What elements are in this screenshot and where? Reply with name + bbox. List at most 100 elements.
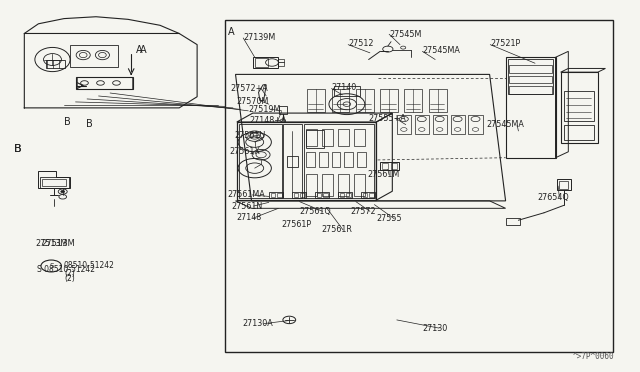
Bar	[468, 115, 483, 134]
Bar	[306, 130, 324, 148]
Bar	[382, 163, 388, 169]
Text: 27148: 27148	[237, 214, 262, 222]
Bar	[323, 193, 328, 197]
Text: 27521P: 27521P	[490, 39, 520, 48]
Text: 27561R: 27561R	[321, 225, 352, 234]
Bar	[344, 152, 353, 167]
Text: B: B	[14, 144, 22, 154]
Text: 08510-51242: 08510-51242	[64, 262, 115, 270]
Bar	[277, 193, 282, 197]
Bar	[292, 192, 306, 198]
Text: B: B	[64, 117, 71, 127]
Bar	[429, 89, 447, 112]
Text: 27513M: 27513M	[41, 239, 75, 248]
Bar	[70, 45, 118, 67]
Text: 27570M: 27570M	[237, 97, 269, 106]
Text: 27561MA: 27561MA	[228, 190, 266, 199]
Bar	[315, 192, 329, 198]
Bar	[361, 192, 375, 198]
Text: B: B	[14, 144, 22, 154]
Bar	[397, 115, 411, 134]
Bar	[239, 124, 282, 198]
Bar	[40, 177, 69, 188]
Bar	[334, 86, 360, 96]
Text: 27512: 27512	[348, 39, 374, 48]
Text: 27561X: 27561X	[229, 147, 260, 155]
Bar	[557, 179, 571, 190]
Bar	[332, 152, 340, 167]
Bar	[332, 89, 349, 112]
Bar	[338, 192, 352, 198]
Bar	[283, 124, 302, 198]
Bar	[279, 106, 287, 114]
Text: 27148+A: 27148+A	[250, 116, 287, 125]
Bar	[278, 59, 284, 66]
Bar	[76, 77, 133, 89]
Text: 27572: 27572	[351, 207, 376, 216]
Bar	[287, 156, 298, 167]
Bar	[380, 89, 398, 112]
Bar	[356, 89, 374, 112]
Bar	[363, 193, 367, 197]
Text: 27545MA: 27545MA	[486, 121, 524, 129]
Bar	[415, 115, 429, 134]
Bar	[451, 115, 465, 134]
Text: (2): (2)	[64, 269, 75, 278]
Bar	[346, 193, 351, 197]
Circle shape	[61, 190, 65, 193]
Bar	[509, 65, 552, 73]
Text: 27130: 27130	[422, 324, 447, 333]
Bar	[306, 129, 317, 146]
Text: S 08510-51242: S 08510-51242	[37, 265, 95, 274]
Text: 27654Q: 27654Q	[538, 193, 570, 202]
Text: 27513M: 27513M	[36, 239, 68, 248]
Text: 27130A: 27130A	[242, 319, 273, 328]
Text: 27545M: 27545M	[389, 30, 422, 39]
Text: 27555+A: 27555+A	[369, 114, 406, 123]
Text: 27572+A: 27572+A	[230, 84, 268, 93]
Bar	[564, 125, 594, 140]
Bar	[269, 192, 283, 198]
Text: 27555: 27555	[376, 214, 402, 223]
Bar	[506, 57, 556, 158]
Bar	[322, 174, 333, 196]
Bar	[369, 193, 374, 197]
Bar	[380, 162, 399, 170]
Text: 27561N: 27561N	[232, 202, 263, 211]
Bar	[338, 174, 349, 196]
Bar	[564, 91, 594, 121]
Bar	[317, 193, 321, 197]
Bar	[508, 59, 553, 94]
Bar	[433, 115, 447, 134]
Text: 27519M: 27519M	[248, 105, 281, 114]
Bar	[225, 20, 613, 352]
Text: 27561Q: 27561Q	[300, 207, 332, 216]
Bar	[42, 179, 66, 186]
Text: ^>7P^0060: ^>7P^0060	[573, 352, 614, 361]
Bar	[354, 174, 365, 196]
Text: S: S	[49, 263, 53, 269]
Bar	[354, 129, 365, 146]
Bar	[340, 193, 344, 197]
Text: (2): (2)	[64, 274, 75, 283]
Bar	[255, 58, 268, 67]
Text: A: A	[228, 27, 234, 37]
Bar	[391, 163, 397, 169]
Text: 27140: 27140	[332, 83, 356, 92]
Bar	[357, 152, 366, 167]
Bar	[300, 193, 305, 197]
Bar	[304, 124, 374, 198]
Bar	[307, 89, 325, 112]
Text: 27561M: 27561M	[367, 170, 399, 179]
Text: 27139M: 27139M	[243, 33, 275, 42]
Bar	[77, 77, 132, 89]
Bar	[506, 218, 520, 225]
Text: A: A	[140, 45, 146, 55]
Text: A: A	[136, 45, 142, 55]
Bar	[559, 181, 568, 189]
Bar	[294, 193, 298, 197]
Bar	[253, 57, 278, 68]
Bar	[46, 60, 65, 68]
Bar	[319, 152, 328, 167]
Bar	[271, 193, 275, 197]
